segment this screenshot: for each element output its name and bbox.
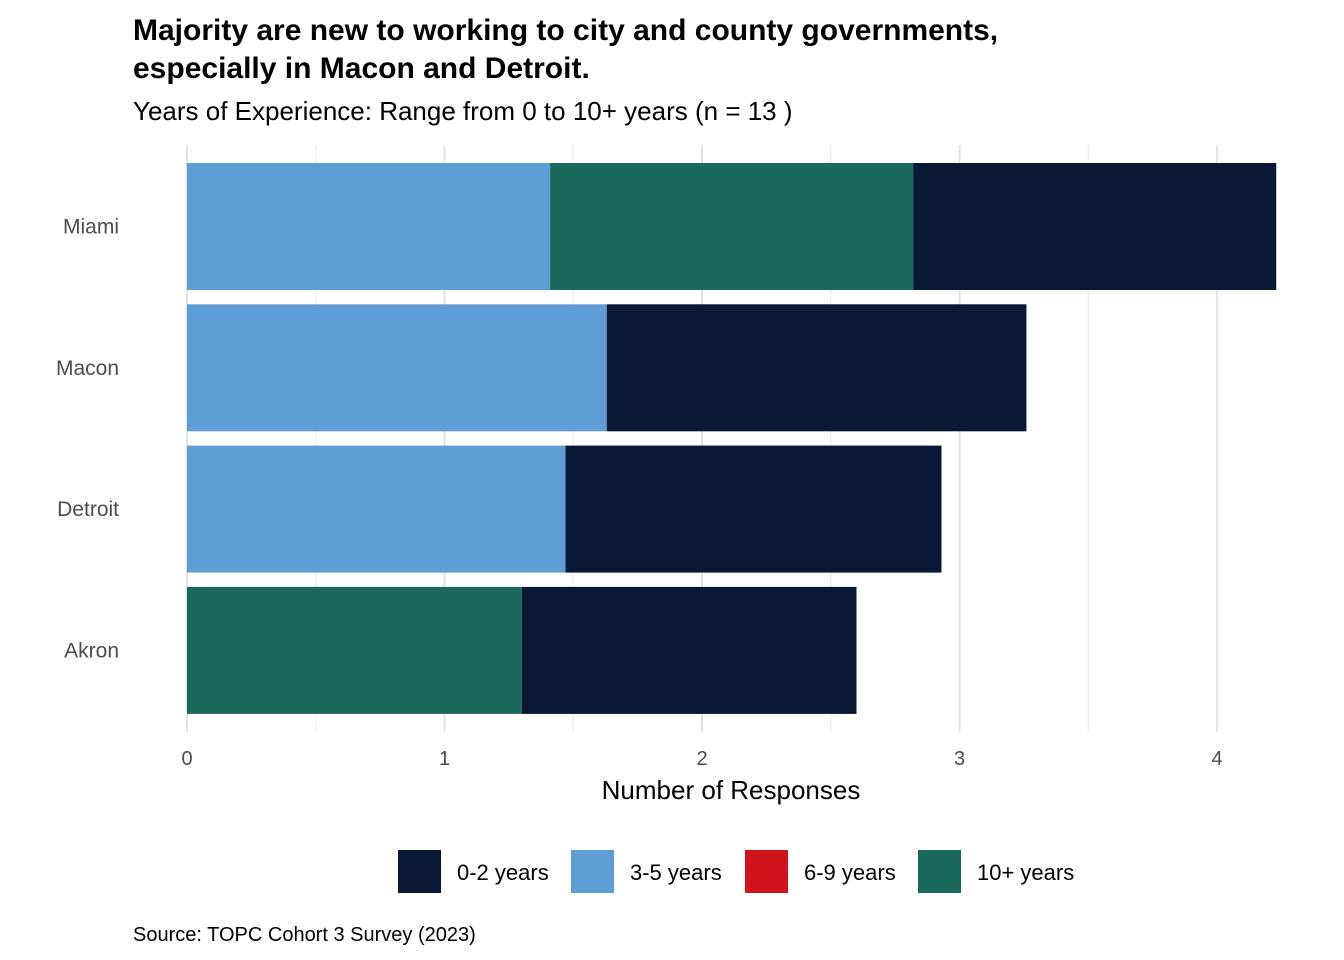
legend-label: 3-5 years — [630, 860, 722, 885]
x-tick-label: 2 — [696, 748, 707, 770]
bar-miami-3-5-years — [187, 163, 551, 290]
bars — [187, 163, 1277, 714]
legend-label: 10+ years — [977, 860, 1074, 885]
legend-swatch — [745, 850, 788, 893]
bar-macon-0-2-years — [606, 304, 1027, 432]
bar-detroit-3-5-years — [187, 445, 566, 573]
bar-miami-10-years — [550, 163, 914, 290]
bar-akron-0-2-years — [521, 586, 857, 714]
chart-caption: Source: TOPC Cohort 3 Survey (2023) — [133, 924, 476, 946]
bar-miami-0-2-years — [913, 163, 1277, 290]
x-tick-labels: 0 1 2 3 4 — [181, 748, 1222, 770]
chart-title-line-1: Majority are new to working to city and … — [133, 14, 998, 47]
chart-subtitle: Years of Experience: Range from 0 to 10+… — [133, 96, 793, 126]
chart-title-line-2: especially in Macon and Detroit. — [133, 52, 590, 85]
x-tick-label: 1 — [439, 748, 450, 770]
x-axis-title: Number of Responses — [602, 775, 861, 805]
bar-detroit-0-2-years — [565, 445, 942, 573]
legend-label: 6-9 years — [804, 860, 896, 885]
legend-swatch — [398, 850, 441, 893]
x-tick-label: 3 — [954, 748, 965, 770]
category-labels: Miami Macon Detroit Akron — [56, 216, 119, 663]
category-label: Akron — [64, 639, 119, 662]
category-label: Miami — [63, 216, 119, 239]
legend-swatch — [918, 850, 961, 893]
legend-label: 0-2 years — [457, 860, 549, 885]
x-tick-label: 4 — [1211, 748, 1222, 770]
category-label: Macon — [56, 357, 119, 380]
x-tick-label: 0 — [181, 748, 192, 770]
bar-akron-10-years — [187, 586, 522, 714]
category-label: Detroit — [57, 498, 119, 521]
legend: 0-2 years 3-5 years 6-9 years 10+ years — [398, 850, 1074, 893]
legend-swatch — [571, 850, 614, 893]
bar-macon-3-5-years — [187, 304, 607, 432]
